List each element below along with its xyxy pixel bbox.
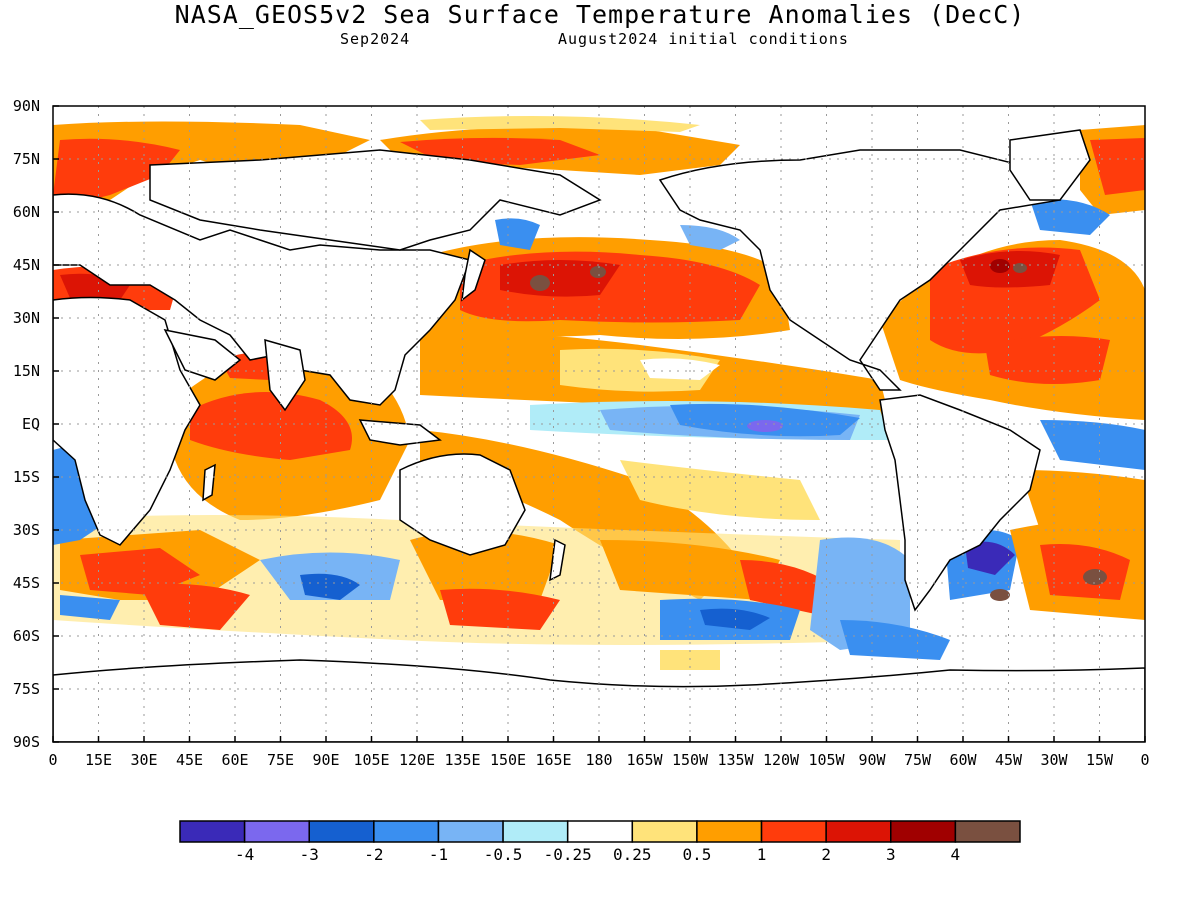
colorbar-label: 2	[821, 845, 831, 864]
southern-ocean-mixed	[53, 440, 1145, 670]
india-land	[264, 338, 306, 412]
lon-label: 150E	[489, 751, 527, 769]
lon-label: 90E	[312, 751, 340, 769]
lat-label: 15N	[12, 362, 40, 380]
colorbar-swatch	[437, 820, 504, 843]
lon-label: 15E	[84, 751, 113, 769]
africa-land	[53, 296, 201, 546]
axis-ticks	[52, 105, 1146, 743]
initial-conditions: August2024 initial conditions	[558, 30, 849, 48]
lon-label: 165W	[626, 751, 663, 769]
lon-label: 150W	[671, 751, 709, 769]
colorbar-label: -0.5	[483, 845, 523, 864]
lon-label: 75E	[266, 751, 295, 769]
colorbar-swatch	[308, 820, 375, 843]
lon-label: 15W	[1085, 751, 1114, 769]
siberia-land	[149, 149, 602, 251]
lon-label: 0	[1140, 751, 1150, 769]
colorbar-swatch	[825, 820, 892, 843]
lat-label: 45N	[12, 256, 40, 274]
lat-label: 75S	[12, 680, 40, 698]
lon-label: 120E	[398, 751, 436, 769]
colorbar-label: -3	[299, 845, 319, 864]
lon-label: 0	[48, 751, 58, 769]
europe-asia-land	[53, 193, 471, 406]
indonesia-land	[358, 419, 442, 446]
colorbar-label: -2	[364, 845, 384, 864]
colorbar-swatch	[890, 820, 957, 843]
lat-label: 90N	[12, 97, 40, 115]
lon-label: 120W	[762, 751, 800, 769]
lat-label: 75N	[12, 150, 40, 168]
colorbar-swatch	[179, 820, 246, 843]
colorbar-swatch	[631, 820, 698, 843]
lat-label: 30N	[12, 309, 40, 327]
colorbar-label: 1	[756, 845, 767, 864]
greenland-land	[1009, 129, 1091, 201]
lat-label: 60N	[12, 203, 40, 221]
colorbar-label: -0.25	[543, 845, 592, 864]
lon-label: 90W	[858, 751, 886, 769]
forecast-month: Sep2024	[340, 30, 411, 48]
continents	[53, 129, 1145, 742]
lat-label: 45S	[12, 574, 40, 592]
colorbar-label: 4	[950, 845, 961, 864]
colorbar-label: 0.5	[682, 845, 712, 864]
colorbar-swatch	[566, 820, 634, 843]
lon-label: 30E	[130, 751, 158, 769]
antarctica-land	[53, 659, 1145, 742]
colorbar	[179, 820, 1021, 843]
graticule	[53, 106, 1145, 742]
colorbar-label: -1	[428, 845, 449, 864]
south-america-land	[879, 394, 1041, 612]
lon-label: 165E	[535, 751, 572, 769]
colorbar-swatch	[954, 820, 1021, 843]
lon-label: 45W	[994, 751, 1023, 769]
lon-label: 135E	[444, 751, 481, 769]
lat-label: EQ	[21, 415, 40, 433]
lat-label: 90S	[12, 733, 40, 751]
colorbar-label: 3	[885, 845, 896, 864]
arabia-land	[163, 328, 242, 381]
north-pacific-warm-blob	[430, 218, 790, 339]
lon-label: 135W	[717, 751, 754, 769]
colorbar-swatch	[243, 820, 310, 843]
colorbar-swatch	[373, 820, 440, 843]
madagascar-land	[202, 463, 216, 502]
lon-label: 180	[585, 751, 613, 769]
map-title: NASA_GEOS5v2 Sea Surface Temperature Ano…	[174, 0, 1026, 29]
north-atlantic-warm	[880, 199, 1145, 540]
colorbar-swatch	[696, 820, 763, 843]
lon-label: 75W	[903, 751, 932, 769]
lat-label: 30S	[12, 521, 40, 539]
colorbar-swatch	[502, 820, 569, 843]
lon-label: 105W	[808, 751, 845, 769]
colorbar-swatch	[760, 820, 827, 843]
lon-label: 105E	[353, 751, 390, 769]
colorbar-label: 0.25	[613, 845, 652, 864]
colorbar-label: -4	[234, 845, 255, 864]
lat-label: 15S	[12, 468, 40, 486]
lat-label: 60S	[12, 627, 40, 645]
lon-label: 45E	[175, 751, 204, 769]
lon-label: 30W	[1040, 751, 1068, 769]
japan-land	[461, 248, 486, 302]
lon-label: 60E	[221, 751, 249, 769]
lon-label: 60W	[949, 751, 977, 769]
